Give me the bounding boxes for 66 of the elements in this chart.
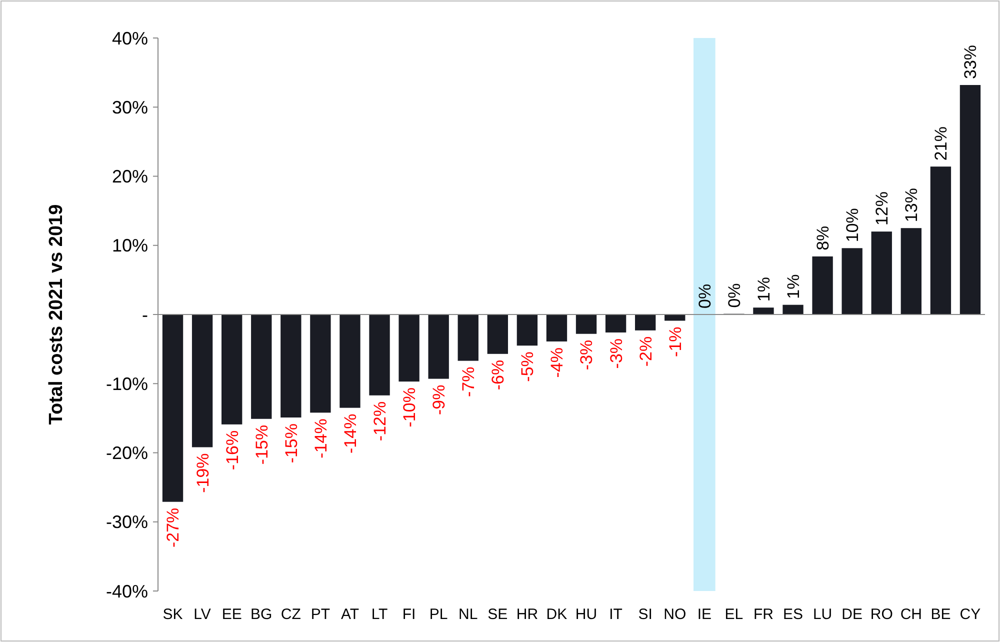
- x-tick-label: LU: [812, 606, 832, 623]
- data-label: -1%: [666, 326, 685, 357]
- x-tick-label: IE: [697, 606, 712, 623]
- data-label: -5%: [518, 352, 538, 382]
- x-tick-label: CH: [900, 606, 922, 623]
- data-label: -4%: [548, 347, 567, 378]
- data-label: -12%: [370, 401, 390, 442]
- x-tick-label: FR: [753, 606, 774, 623]
- data-label: 12%: [872, 192, 892, 226]
- data-label: 13%: [902, 188, 922, 222]
- y-tick-label: 20%: [112, 166, 148, 187]
- data-label: 1%: [784, 274, 803, 299]
- x-tick-label: CY: [960, 606, 981, 623]
- data-label: -14%: [340, 414, 360, 454]
- x-tick-label: IT: [609, 606, 622, 623]
- x-tick-label: SE: [488, 606, 508, 623]
- x-tick-label: NO: [664, 606, 686, 623]
- data-label: 0%: [695, 284, 714, 308]
- x-tick-label: PT: [310, 606, 330, 623]
- y-tick-label: 30%: [112, 97, 148, 118]
- data-label: -15%: [252, 424, 272, 465]
- x-tick-label: ES: [783, 606, 804, 623]
- data-label: -9%: [430, 384, 449, 416]
- x-tick-label: BG: [250, 606, 272, 623]
- data-label: -2%: [636, 336, 656, 367]
- data-label: -19%: [193, 453, 212, 493]
- x-tick-label: EE: [222, 606, 242, 623]
- x-tick-label: LV: [194, 606, 211, 623]
- data-label: 1%: [754, 277, 774, 302]
- y-axis-title: Total costs 2021 vs 2019: [46, 204, 67, 425]
- x-tick-label: PL: [429, 606, 448, 623]
- data-label: -10%: [400, 388, 420, 428]
- x-tick-label: LT: [371, 606, 388, 623]
- data-label: 33%: [961, 44, 980, 80]
- y-tick-label: -30%: [106, 512, 148, 532]
- x-tick-label: CZ: [280, 606, 301, 623]
- x-tick-label: NL: [458, 606, 478, 623]
- data-label: -3%: [577, 340, 596, 370]
- x-tick-label: HR: [516, 606, 538, 623]
- y-tick-label: -: [142, 304, 148, 325]
- x-tick-label: HU: [575, 606, 598, 623]
- x-tick-label: FI: [402, 606, 416, 623]
- data-label: 0%: [724, 283, 744, 308]
- x-tick-label: BE: [930, 606, 951, 623]
- y-tick-label: 10%: [112, 236, 148, 256]
- x-tick-label: DK: [546, 606, 568, 623]
- data-label: -6%: [488, 360, 508, 390]
- x-tick-label: EL: [724, 606, 744, 623]
- x-tick-label: DE: [842, 606, 863, 623]
- data-label: 21%: [932, 126, 951, 161]
- y-tick-label: -10%: [106, 374, 148, 394]
- data-label: -7%: [459, 366, 478, 398]
- data-label: -16%: [222, 430, 242, 470]
- data-label: -3%: [606, 338, 626, 369]
- data-label: -14%: [311, 418, 330, 458]
- data-label: -27%: [164, 508, 183, 548]
- y-tick-label: -40%: [106, 581, 148, 602]
- data-label: 10%: [843, 208, 862, 242]
- y-tick-label: -20%: [106, 443, 148, 464]
- x-tick-label: SK: [162, 606, 183, 623]
- x-tick-label: SI: [638, 606, 652, 623]
- x-tick-label: RO: [870, 606, 893, 623]
- data-label: 8%: [814, 226, 833, 250]
- data-label: -15%: [282, 423, 301, 464]
- y-tick-label: 40%: [112, 28, 148, 48]
- x-tick-label: AT: [340, 606, 360, 623]
